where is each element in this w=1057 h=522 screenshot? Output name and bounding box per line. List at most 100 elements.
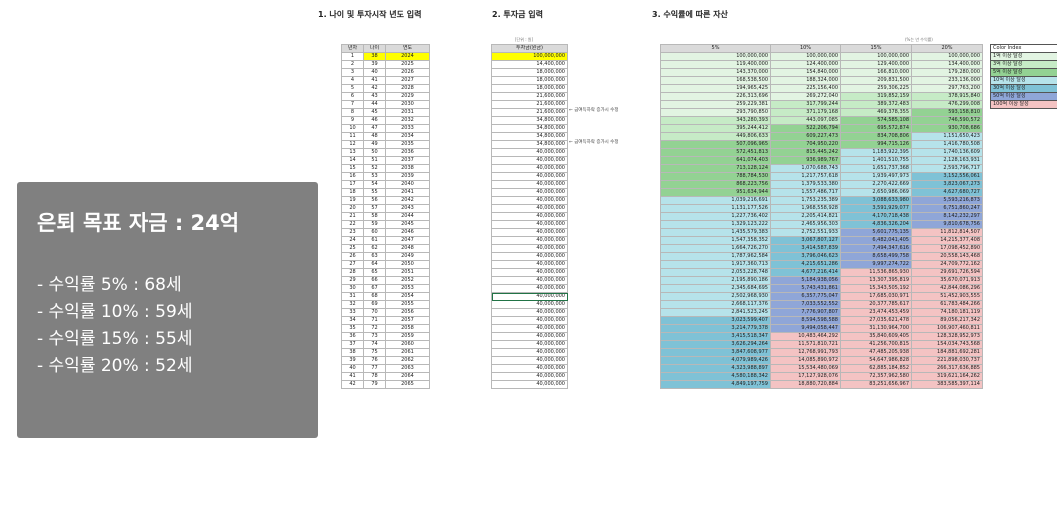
asset-cell[interactable]: 259,306,225 (840, 84, 912, 93)
asset-cell[interactable]: 936,989,767 (770, 156, 841, 165)
asset-cell[interactable]: 42,844,086,296 (911, 284, 983, 293)
asset-cell[interactable]: 1,740,136,609 (911, 148, 983, 157)
asset-cell[interactable]: 2,128,163,931 (911, 156, 983, 165)
asset-cell[interactable]: 225,156,400 (770, 84, 841, 93)
asset-cell[interactable]: 3,591,929,077 (840, 204, 912, 213)
age-cell[interactable]: 57 (363, 204, 386, 213)
asset-cell[interactable]: 4,836,326,204 (840, 220, 912, 229)
year-count-cell[interactable]: 17 (341, 180, 364, 189)
year-count-cell[interactable]: 25 (341, 244, 364, 253)
asset-cell[interactable]: 1,787,962,584 (660, 252, 771, 261)
year-count-cell[interactable]: 38 (341, 348, 364, 357)
year-cell[interactable]: 2051 (385, 268, 430, 277)
asset-cell[interactable]: 6,482,041,405 (840, 236, 912, 245)
asset-cell[interactable]: 4,170,718,438 (840, 212, 912, 221)
year-cell[interactable]: 2032 (385, 116, 430, 125)
asset-cell[interactable]: 297,763,200 (911, 84, 983, 93)
asset-cell[interactable]: 994,715,126 (840, 140, 912, 149)
year-cell[interactable]: 2047 (385, 236, 430, 245)
asset-cell[interactable]: 11,571,810,721 (770, 340, 841, 349)
invest-cell[interactable]: 40,000,000 (491, 332, 568, 341)
invest-cell[interactable]: 40,000,000 (491, 164, 568, 173)
age-cell[interactable]: 71 (363, 316, 386, 325)
year-count-cell[interactable]: 39 (341, 356, 364, 365)
asset-cell[interactable]: 1,547,358,352 (660, 236, 771, 245)
asset-cell[interactable]: 166,810,000 (840, 68, 912, 77)
asset-cell[interactable]: 154,840,000 (770, 68, 841, 77)
asset-cell[interactable]: 72,357,962,580 (840, 372, 912, 381)
asset-cell[interactable]: 9,997,274,722 (840, 260, 912, 269)
asset-cell[interactable]: 4,849,197,759 (660, 380, 771, 389)
asset-cell[interactable]: 11,812,814,507 (911, 228, 983, 237)
asset-cell[interactable]: 14,215,377,408 (911, 236, 983, 245)
asset-cell[interactable]: 209,831,500 (840, 76, 912, 85)
age-cell[interactable]: 53 (363, 172, 386, 181)
year-count-cell[interactable]: 12 (341, 140, 364, 149)
year-cell[interactable]: 2059 (385, 332, 430, 341)
asset-cell[interactable]: 188,324,000 (770, 76, 841, 85)
year-count-cell[interactable]: 7 (341, 100, 364, 109)
asset-cell[interactable]: 695,572,874 (840, 124, 912, 133)
year-cell[interactable]: 2061 (385, 348, 430, 357)
year-count-cell[interactable]: 24 (341, 236, 364, 245)
asset-cell[interactable]: 1,217,757,618 (770, 172, 841, 181)
asset-cell[interactable]: 1,753,235,389 (770, 196, 841, 205)
invest-cell[interactable]: 18,000,000 (491, 68, 568, 77)
asset-cell[interactable]: 9,494,058,447 (770, 324, 841, 333)
asset-cell[interactable]: 13,307,395,819 (840, 276, 912, 285)
age-cell[interactable]: 45 (363, 108, 386, 117)
asset-cell[interactable]: 4,323,988,897 (660, 364, 771, 373)
year-count-cell[interactable]: 13 (341, 148, 364, 157)
asset-cell[interactable]: 641,074,403 (660, 156, 771, 165)
asset-cell[interactable]: 2,668,117,376 (660, 300, 771, 309)
year-cell[interactable]: 2063 (385, 364, 430, 373)
year-cell[interactable]: 2041 (385, 188, 430, 197)
invest-cell[interactable]: 40,000,000 (491, 340, 568, 349)
asset-cell[interactable]: 2,465,956,303 (770, 220, 841, 229)
invest-cell[interactable]: 40,000,000 (491, 284, 568, 293)
asset-cell[interactable]: 269,272,040 (770, 92, 841, 101)
asset-cell[interactable]: 2,502,968,930 (660, 292, 771, 301)
year-cell[interactable]: 2043 (385, 204, 430, 213)
invest-cell[interactable]: 40,000,000 (491, 172, 568, 181)
asset-cell[interactable]: 194,965,425 (660, 84, 771, 93)
asset-cell[interactable]: 17,098,452,890 (911, 244, 983, 253)
asset-cell[interactable]: 7,033,552,552 (770, 300, 841, 309)
year-count-cell[interactable]: 19 (341, 196, 364, 205)
asset-cell[interactable]: 10,483,464,292 (770, 332, 841, 341)
year-count-cell[interactable]: 20 (341, 204, 364, 213)
invest-cell[interactable]: 40,000,000 (491, 196, 568, 205)
asset-cell[interactable]: 100,000,000 (660, 52, 771, 61)
invest-cell[interactable]: 34,800,000 (491, 124, 568, 133)
asset-cell[interactable]: 3,626,294,264 (660, 340, 771, 349)
asset-cell[interactable]: 8,658,499,758 (840, 252, 912, 261)
year-count-cell[interactable]: 23 (341, 228, 364, 237)
asset-cell[interactable]: 143,370,000 (660, 68, 771, 77)
year-cell[interactable]: 2052 (385, 276, 430, 285)
asset-cell[interactable]: 5,593,216,873 (911, 196, 983, 205)
asset-cell[interactable]: 8,142,232,297 (911, 212, 983, 221)
year-count-cell[interactable]: 37 (341, 340, 364, 349)
age-cell[interactable]: 61 (363, 236, 386, 245)
asset-cell[interactable]: 3,796,046,623 (770, 252, 841, 261)
year-cell[interactable]: 2058 (385, 324, 430, 333)
invest-cell[interactable]: 40,000,000 (491, 300, 568, 309)
year-count-cell[interactable]: 8 (341, 108, 364, 117)
asset-cell[interactable]: 469,378,355 (840, 108, 912, 117)
asset-cell[interactable]: 89,056,217,342 (911, 316, 983, 325)
asset-cell[interactable]: 35,670,071,913 (911, 276, 983, 285)
age-cell[interactable]: 64 (363, 260, 386, 269)
age-cell[interactable]: 40 (363, 68, 386, 77)
asset-cell[interactable]: 14,085,890,972 (770, 356, 841, 365)
asset-cell[interactable]: 522,206,794 (770, 124, 841, 133)
asset-cell[interactable]: 1,227,736,402 (660, 212, 771, 221)
age-cell[interactable]: 75 (363, 348, 386, 357)
asset-cell[interactable]: 746,590,572 (911, 116, 983, 125)
asset-cell[interactable]: 106,907,460,811 (911, 324, 983, 333)
asset-cell[interactable]: 184,881,692,281 (911, 348, 983, 357)
invest-cell[interactable]: 40,000,000 (491, 148, 568, 157)
year-count-cell[interactable]: 41 (341, 372, 364, 381)
age-cell[interactable]: 72 (363, 324, 386, 333)
asset-cell[interactable]: 15,343,505,192 (840, 284, 912, 293)
asset-cell[interactable]: 2,650,986,069 (840, 188, 912, 197)
